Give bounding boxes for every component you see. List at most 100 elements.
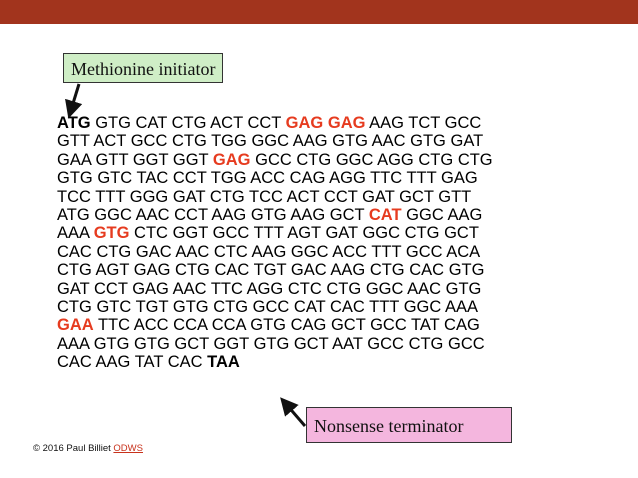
codon: TTC [97, 316, 131, 335]
codon: GGT [213, 334, 249, 353]
codon: GGC [335, 150, 374, 169]
codon: CCA [173, 316, 208, 335]
codon: CTG [57, 298, 92, 317]
codon: GTG [448, 261, 485, 280]
codon: AAG [251, 242, 287, 261]
codon: GAA [57, 150, 91, 169]
sequence-line: CAC AAG TAT CAC TAA [57, 353, 637, 371]
codon: GTG [410, 132, 446, 151]
codon: TTT [371, 242, 402, 261]
codon: AAG [447, 206, 483, 225]
codon: TGT [135, 298, 169, 317]
codon: GTT [57, 132, 90, 151]
codon: GCC [444, 114, 482, 132]
codon: CTC [287, 279, 322, 298]
sequence-line: CAC CTG GAC AAC CTC AAG GGC ACC TTT GCC … [57, 243, 637, 261]
codon: CAG [444, 316, 480, 335]
codon: GCC [255, 150, 292, 169]
codon: AAA [57, 224, 90, 243]
sequence-line: CTG AGT GAG CTG CAC TGT GAC AAG CTG CAC … [57, 261, 637, 279]
codon: GCC [448, 334, 485, 353]
codon: CAC [57, 242, 92, 261]
codon: GAT [450, 132, 484, 151]
codon: CCA [211, 316, 246, 335]
mutated-codon: GAG [285, 114, 324, 132]
codon: CTG [408, 334, 444, 353]
codon: GGC [290, 242, 329, 261]
codon: ATG [57, 114, 91, 132]
codon: GTG [332, 132, 368, 151]
codon: GAC [135, 242, 172, 261]
codon: CTG [296, 150, 332, 169]
codon: AAC [175, 242, 210, 261]
codon: CTG [171, 114, 207, 132]
sequence-line: GAA TTC ACC CCA CCA GTG CAG GCT GCC TAT … [57, 316, 637, 334]
odws-link[interactable]: ODWS [113, 443, 143, 454]
codon: ACC [250, 169, 286, 188]
codon: GCC [367, 334, 404, 353]
codon: CTC [134, 224, 168, 243]
codon: GTG [250, 316, 286, 335]
codon: TAC [136, 169, 169, 188]
codon: TGG [210, 169, 247, 188]
codon: CAC [167, 353, 203, 372]
codon: CAT [293, 298, 326, 317]
codon: AAG [290, 206, 326, 225]
codon: GCT [329, 206, 365, 225]
codon: TTC [210, 279, 243, 298]
codon: GAG [441, 169, 478, 188]
sequence-line: CTG GTC TGT GTG CTG GCC CAT CAC TTT GGC … [57, 298, 637, 316]
codon: AAA [444, 298, 478, 317]
codon: CAC [409, 261, 445, 280]
codon: AAG [369, 114, 404, 132]
codon: TAT [134, 353, 164, 372]
codon: AAT [332, 334, 363, 353]
codon: CTG [404, 224, 440, 243]
codon: ACT [210, 114, 243, 132]
codon: GTG [57, 169, 93, 188]
codon: TTC [370, 169, 403, 188]
codon: GTG [445, 279, 482, 298]
codon: TCC [57, 187, 91, 206]
sequence-line: GTG GTC TAC CCT TGG ACC CAG AGG TTC TTT … [57, 169, 637, 187]
codon: GGT [172, 150, 209, 169]
codon: GAT [57, 279, 90, 298]
codon: GCT [174, 334, 209, 353]
codon: GCT [399, 187, 434, 206]
mutated-codon: GTG [93, 224, 130, 243]
codon: CTC [213, 242, 248, 261]
codon: CTG [369, 261, 405, 280]
sequence-line: ATG GGC AAC CCT AAG GTG AAG GCT CAT GGC … [57, 206, 637, 224]
codon: ACC [133, 316, 169, 335]
sequence-line: GAT CCT GAG AAC TTC AGG CTC CTG GGC AAC … [57, 280, 637, 298]
mutated-codon: GAG [327, 114, 366, 132]
sequence-line: GTT ACT GCC CTG TGG GGC AAG GTG AAC GTG … [57, 132, 637, 150]
codon: TTT [95, 187, 126, 206]
codon: CTG [57, 261, 92, 280]
codon: GTT [95, 150, 129, 169]
codon: CTG [418, 150, 454, 169]
codon: ATG [57, 206, 90, 225]
codon: AAA [57, 334, 90, 353]
codon: GAC [290, 261, 327, 280]
copyright-text: © 2016 Paul Billiet [33, 443, 111, 454]
codon: AGT [95, 261, 130, 280]
start-arrow [65, 83, 83, 119]
codon: CTG [96, 242, 132, 261]
codon: CAC [330, 298, 365, 317]
codon: ACT [286, 187, 320, 206]
codon: AAG [330, 261, 366, 280]
codon: CAC [214, 261, 250, 280]
mutated-codon: CAT [368, 206, 402, 225]
stop-arrow [280, 397, 307, 427]
codon: GTG [250, 206, 287, 225]
sequence-line: TCC TTT GGG GAT CTG TCC ACT CCT GAT GCT … [57, 188, 637, 206]
codon: GAG [132, 279, 169, 298]
codon: GAG [133, 261, 171, 280]
codon: CCT [174, 206, 208, 225]
codon: AGG [246, 279, 284, 298]
codon: TCC [249, 187, 283, 206]
codon: GCC [405, 242, 443, 261]
dna-sequence: ATG GTG CAT CTG ACT CCT GAG GAG AAG TCT … [57, 114, 637, 372]
codon: TAT [411, 316, 440, 335]
